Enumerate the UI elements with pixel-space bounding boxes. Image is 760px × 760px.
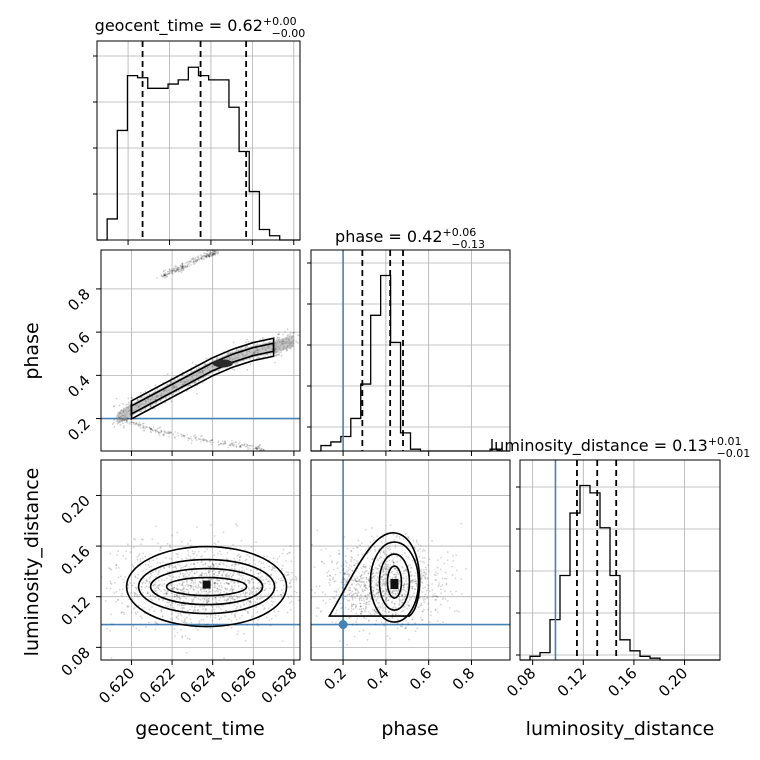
hist-geocent-time: [97, 66, 300, 241]
ytick-label-luminosity-distance: 0.16: [57, 542, 93, 578]
xtick-label-luminosity-distance: 0.12: [554, 664, 590, 700]
contour-level-1-distance-vs-time: [137, 558, 276, 615]
hist-panel-phase: phase = 0.42+0.06 −0.13: [310, 226, 511, 452]
ytick-label-phase: 0.4: [64, 371, 94, 401]
xtick-label-luminosity-distance: 0.16: [604, 664, 640, 700]
hist-phase: [311, 274, 510, 452]
density-panel-phase-vs-geocent-time: [100, 249, 301, 452]
contour-level-0-distance-vs-time: [125, 545, 288, 628]
xtick-label-phase: 0.4: [363, 664, 393, 694]
ylabel-luminosity-distance: luminosity_distance: [21, 468, 43, 657]
contour-level-0-distance-vs-phase: [369, 541, 420, 623]
density-panel-distance-vs-phase: [310, 459, 511, 661]
ytick-label-phase: 0.8: [64, 285, 94, 315]
xlabel-geocent-time: geocent_time: [135, 718, 264, 740]
xtick-label-geocent-time: 0.628: [258, 664, 301, 707]
contour-level-2-distance-vs-phase: [386, 565, 403, 599]
title-geocent-time: geocent_time = 0.62+0.00 −0.00: [95, 15, 306, 40]
xtick-label-phase: 0.8: [449, 664, 479, 694]
title-phase: phase = 0.42+0.06 −0.13: [335, 226, 485, 251]
density-peak-distance-vs-time: [202, 580, 211, 589]
scatter-branch-0: [119, 417, 265, 451]
xtick-label-geocent-time: 0.620: [95, 664, 138, 707]
density-panel-distance-vs-geocent-time: [100, 459, 301, 661]
contour-level-2-distance-vs-time: [149, 567, 264, 606]
xtick-label-luminosity-distance: 0.20: [655, 664, 691, 700]
ytick-label-luminosity-distance: 0.12: [57, 593, 93, 629]
ylabel-phase: phase: [21, 322, 43, 379]
density-peak-phase-vs-time: [212, 359, 233, 368]
ytick-label-luminosity-distance: 0.20: [57, 492, 93, 528]
ytick-label-phase: 0.2: [64, 415, 94, 445]
density-peak-distance-vs-phase: [390, 579, 399, 590]
contour-outer-distance-vs-phase: [328, 531, 421, 617]
xtick-label-luminosity-distance: 0.08: [503, 664, 539, 700]
scatter-points-distance-vs-time: [101, 523, 300, 660]
xlabel-luminosity-distance: luminosity_distance: [526, 718, 715, 740]
xtick-label-geocent-time: 0.624: [176, 664, 219, 707]
hist-panel-luminosity-distance: luminosity_distance = 0.13+0.01 −0.01: [490, 435, 751, 661]
scatter-points-distance-vs-phase: [311, 522, 468, 646]
hist-panel-geocent-time: geocent_time = 0.62+0.00 −0.00: [95, 15, 306, 241]
truth-marker: [338, 620, 348, 630]
xtick-label-geocent-time: 0.626: [217, 664, 260, 707]
contour-level-1-distance-vs-phase: [378, 553, 411, 611]
xtick-label-phase: 0.6: [406, 664, 436, 694]
xlabel-phase: phase: [381, 718, 438, 740]
xtick-label-phase: 0.2: [320, 664, 350, 694]
title-luminosity-distance: luminosity_distance = 0.13+0.01 −0.01: [490, 435, 751, 460]
contour-outer-phase-vs-time: [130, 337, 275, 421]
scatter-branch-1: [156, 250, 220, 280]
xtick-label-geocent-time: 0.622: [136, 664, 179, 707]
hist-luminosity-distance: [520, 484, 720, 661]
ytick-label-luminosity-distance: 0.08: [57, 643, 93, 679]
contour-level-3-distance-vs-time: [165, 576, 248, 597]
contour-inner-phase-vs-time: [130, 342, 275, 416]
ytick-label-phase: 0.6: [64, 328, 94, 358]
